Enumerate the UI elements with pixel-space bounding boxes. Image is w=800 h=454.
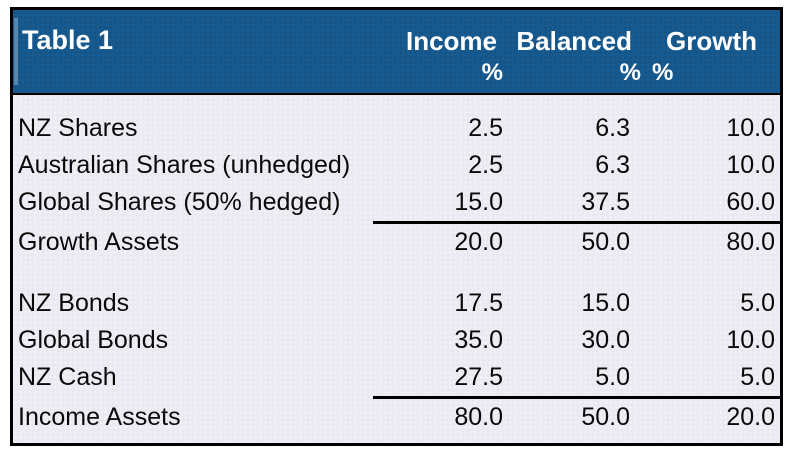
value-growth: 5.0	[740, 289, 775, 317]
row-label: Growth Assets	[18, 228, 180, 256]
value-income: 27.5	[454, 363, 503, 391]
total-rule	[373, 396, 780, 399]
value-growth: 20.0	[726, 403, 775, 431]
column-header-growth: Growth	[666, 26, 757, 56]
section-spacer	[13, 261, 780, 285]
table-body: NZ Shares 2.5 6.3 10.0 Australian Shares…	[13, 95, 780, 436]
unit-label-income: %	[481, 59, 503, 86]
row-label: Australian Shares (unhedged)	[18, 151, 351, 179]
allocation-table: Table 1 Income Balanced Growth % % % NZ …	[10, 7, 783, 446]
table-row: NZ Cash 27.5 5.0 5.0	[13, 359, 780, 396]
value-income: 80.0	[454, 403, 503, 431]
value-income: 35.0	[454, 326, 503, 354]
row-label: Income Assets	[18, 403, 181, 431]
value-growth: 80.0	[726, 228, 775, 256]
unit-label-balanced: %	[619, 59, 641, 86]
value-balanced: 50.0	[581, 228, 630, 256]
row-label: NZ Bonds	[18, 289, 130, 317]
total-row-income-assets: Income Assets 80.0 50.0 20.0	[13, 399, 780, 436]
value-balanced: 6.3	[595, 151, 630, 179]
table-row: Global Bonds 35.0 30.0 10.0	[13, 322, 780, 359]
value-growth: 10.0	[726, 151, 775, 179]
value-balanced: 30.0	[581, 326, 630, 354]
value-income: 17.5	[454, 289, 503, 317]
table-title: Table 1	[22, 25, 114, 55]
column-header-income: Income	[405, 26, 497, 56]
table-header: Table 1 Income Balanced Growth % % %	[13, 10, 780, 95]
value-income: 2.5	[468, 151, 503, 179]
table-row: NZ Shares 2.5 6.3 10.0	[13, 110, 780, 147]
value-balanced: 5.0	[595, 363, 630, 391]
table-row: Global Shares (50% hedged) 15.0 37.5 60.…	[13, 184, 780, 221]
column-header-balanced: Balanced	[516, 26, 632, 56]
total-row-growth-assets: Growth Assets 20.0 50.0 80.0	[13, 224, 780, 261]
value-income: 15.0	[454, 188, 503, 216]
row-label: Global Shares (50% hedged)	[18, 188, 341, 216]
value-growth: 10.0	[726, 326, 775, 354]
table-row: Australian Shares (unhedged) 2.5 6.3 10.…	[13, 147, 780, 184]
value-balanced: 37.5	[581, 188, 630, 216]
value-growth: 10.0	[726, 114, 775, 142]
value-balanced: 6.3	[595, 114, 630, 142]
value-income: 20.0	[454, 228, 503, 256]
row-label: Global Bonds	[18, 326, 169, 354]
header-accent-stripe	[14, 18, 18, 85]
row-label: NZ Shares	[18, 114, 138, 142]
value-growth: 5.0	[740, 363, 775, 391]
unit-label-growth: %	[652, 59, 674, 86]
total-rule	[373, 221, 780, 224]
value-growth: 60.0	[726, 188, 775, 216]
value-income: 2.5	[468, 114, 503, 142]
row-label: NZ Cash	[18, 363, 117, 391]
value-balanced: 50.0	[581, 403, 630, 431]
table-row: NZ Bonds 17.5 15.0 5.0	[13, 285, 780, 322]
value-balanced: 15.0	[581, 289, 630, 317]
